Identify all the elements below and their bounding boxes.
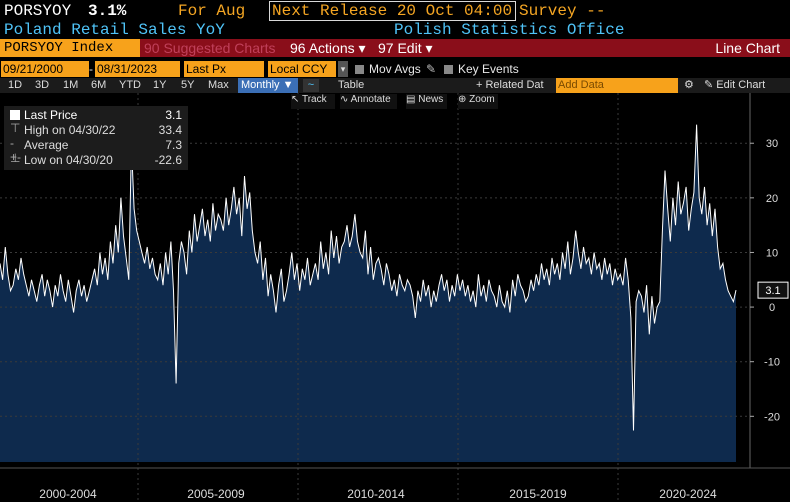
last-value-box bbox=[757, 281, 789, 299]
x-tick-label: 2015-2019 bbox=[509, 487, 567, 501]
next-release: Next Release 20 Oct 04:00 bbox=[269, 1, 516, 21]
x-tick-label: 2000-2004 bbox=[39, 487, 97, 501]
period-button-ytd[interactable]: YTD bbox=[119, 79, 141, 91]
period-button-5y[interactable]: 5Y bbox=[181, 79, 195, 91]
range-row: 09/21/2000 - 08/31/2023 Last Px Local CC… bbox=[0, 61, 790, 78]
tool-label: Zoom bbox=[469, 94, 495, 105]
period-row: 1D 3D 1M 6M YTD 1Y 5Y Max Monthly ▼ ~ Table + R… bbox=[0, 78, 790, 93]
news-icon: ▤ bbox=[406, 94, 419, 105]
edit-menu[interactable]: 97 Edit ▾ bbox=[378, 40, 433, 56]
header-row: PORSYOY 3.1% For Aug Next Release 20 Oct… bbox=[0, 0, 790, 22]
legend-label: Low on 04/30/20 bbox=[24, 153, 113, 167]
actions-menu[interactable]: 96 Actions ▾ bbox=[290, 40, 366, 56]
legend-value: 33.4 bbox=[158, 123, 182, 137]
area-fill bbox=[0, 124, 736, 462]
tool-label: Track bbox=[301, 94, 327, 105]
currency-dropdown-icon[interactable]: ▾ bbox=[338, 61, 348, 77]
tool-label: Annotate bbox=[350, 94, 391, 105]
legend-high: ⊤ High on 04/30/22 33.4 bbox=[8, 121, 184, 138]
chart-area[interactable]: -20 -10 0 10 20 30 3.1 2000-2004 2005-2009 2010-2… bbox=[0, 93, 790, 502]
tool-label: News bbox=[418, 94, 444, 105]
legend-low: ⊥ Low on 04/30/20 -22.6 bbox=[8, 151, 184, 168]
chart-legend: Last Price 3.1 ⊤ High on 04/30/22 33.4 -… bbox=[4, 106, 188, 170]
period-button-3d[interactable]: 3D bbox=[35, 79, 50, 91]
zoom-icon: ⊕ bbox=[458, 94, 470, 105]
add-data-input[interactable]: Add Data bbox=[556, 78, 678, 93]
legend-average: -+- Average 7.3 bbox=[8, 136, 184, 164]
line-chart-icon[interactable]: ~ bbox=[303, 79, 319, 92]
legend-label: Average bbox=[24, 138, 69, 152]
annotate-tool[interactable]: ∿ Annotate bbox=[340, 94, 397, 109]
legend-last-price: Last Price 3.1 bbox=[8, 108, 184, 123]
period-button-1d[interactable]: 1D bbox=[8, 79, 23, 91]
y-tick-label: -20 bbox=[764, 411, 780, 423]
y-tick-label: 20 bbox=[766, 193, 778, 205]
edit-chart-label: Edit Chart bbox=[716, 79, 766, 91]
legend-label: High on 04/30/22 bbox=[24, 123, 116, 137]
pencil-icon: ✎ bbox=[704, 79, 717, 91]
last-percent: 3.1% bbox=[88, 2, 127, 20]
index-field[interactable]: PORSYOY Index bbox=[0, 39, 140, 57]
main-toolbar: PORSYOY Index 90 Suggested Charts 96 Act… bbox=[0, 39, 790, 57]
y-tick-label: 10 bbox=[766, 247, 778, 259]
security-title: Poland Retail Sales YoY bbox=[4, 21, 225, 39]
zoom-tool[interactable]: ⊕ Zoom bbox=[458, 94, 498, 109]
survey-value: Survey -- bbox=[519, 2, 606, 20]
pencil-icon[interactable]: ✎ bbox=[426, 62, 437, 76]
last-value-label: 3.1 bbox=[765, 285, 780, 297]
period-button-1y[interactable]: 1Y bbox=[153, 79, 167, 91]
average-marker-icon: -+- bbox=[10, 136, 22, 164]
settings-icon[interactable]: ⚙ bbox=[684, 79, 694, 91]
y-tick-label: 30 bbox=[766, 138, 778, 150]
track-tool[interactable]: ↖ Track bbox=[291, 94, 335, 109]
x-tick-label: 2020-2024 bbox=[659, 487, 717, 501]
related-data-button[interactable]: + Related Dat bbox=[476, 79, 544, 91]
frequency-select[interactable]: Monthly ▼ bbox=[238, 78, 298, 93]
field-select[interactable]: Last Px bbox=[184, 61, 264, 77]
subheader-row: Poland Retail Sales YoY Polish Statistic… bbox=[0, 21, 790, 39]
mov-avgs-label: Mov Avgs bbox=[369, 62, 421, 76]
chart-type-label: Line Chart bbox=[715, 40, 780, 56]
mov-avgs-checkbox[interactable] bbox=[355, 65, 364, 74]
currency-select[interactable]: Local CCY bbox=[268, 61, 336, 77]
period-label: For Aug bbox=[178, 2, 246, 20]
x-tick-label: 2010-2014 bbox=[347, 487, 405, 501]
legend-value: 3.1 bbox=[165, 108, 182, 122]
key-events-checkbox[interactable] bbox=[444, 65, 453, 74]
start-date-input[interactable]: 09/21/2000 bbox=[1, 61, 89, 77]
white-square-icon bbox=[10, 110, 20, 120]
period-button-max[interactable]: Max bbox=[208, 79, 229, 91]
period-button-1m[interactable]: 1M bbox=[63, 79, 79, 91]
news-tool[interactable]: ▤ News bbox=[406, 94, 447, 109]
ticker-symbol: PORSYOY bbox=[4, 2, 72, 20]
legend-value: 7.3 bbox=[165, 138, 182, 152]
table-button[interactable]: Table bbox=[338, 79, 365, 91]
legend-label: Last Price bbox=[24, 108, 78, 122]
low-marker-icon: ⊥ bbox=[10, 151, 21, 165]
legend-value: -22.6 bbox=[154, 153, 182, 167]
cursor-icon: ↖ bbox=[291, 94, 302, 105]
edit-chart-button[interactable]: ✎ Edit Chart bbox=[704, 78, 765, 93]
period-button-6m[interactable]: 6M bbox=[91, 79, 107, 91]
series-line bbox=[0, 124, 737, 431]
end-date-input[interactable]: 08/31/2023 bbox=[95, 61, 180, 77]
y-tick-label: -10 bbox=[764, 357, 780, 369]
date-separator: - bbox=[89, 62, 93, 76]
x-tick-label: 2005-2009 bbox=[187, 487, 245, 501]
data-source: Polish Statistics Office bbox=[394, 21, 625, 39]
draw-icon: ∿ bbox=[340, 94, 351, 105]
suggested-charts-button[interactable]: 90 Suggested Charts bbox=[144, 40, 276, 56]
high-marker-icon: ⊤ bbox=[10, 121, 21, 135]
y-tick-label: 0 bbox=[769, 302, 775, 314]
key-events-label: Key Events bbox=[458, 62, 519, 76]
